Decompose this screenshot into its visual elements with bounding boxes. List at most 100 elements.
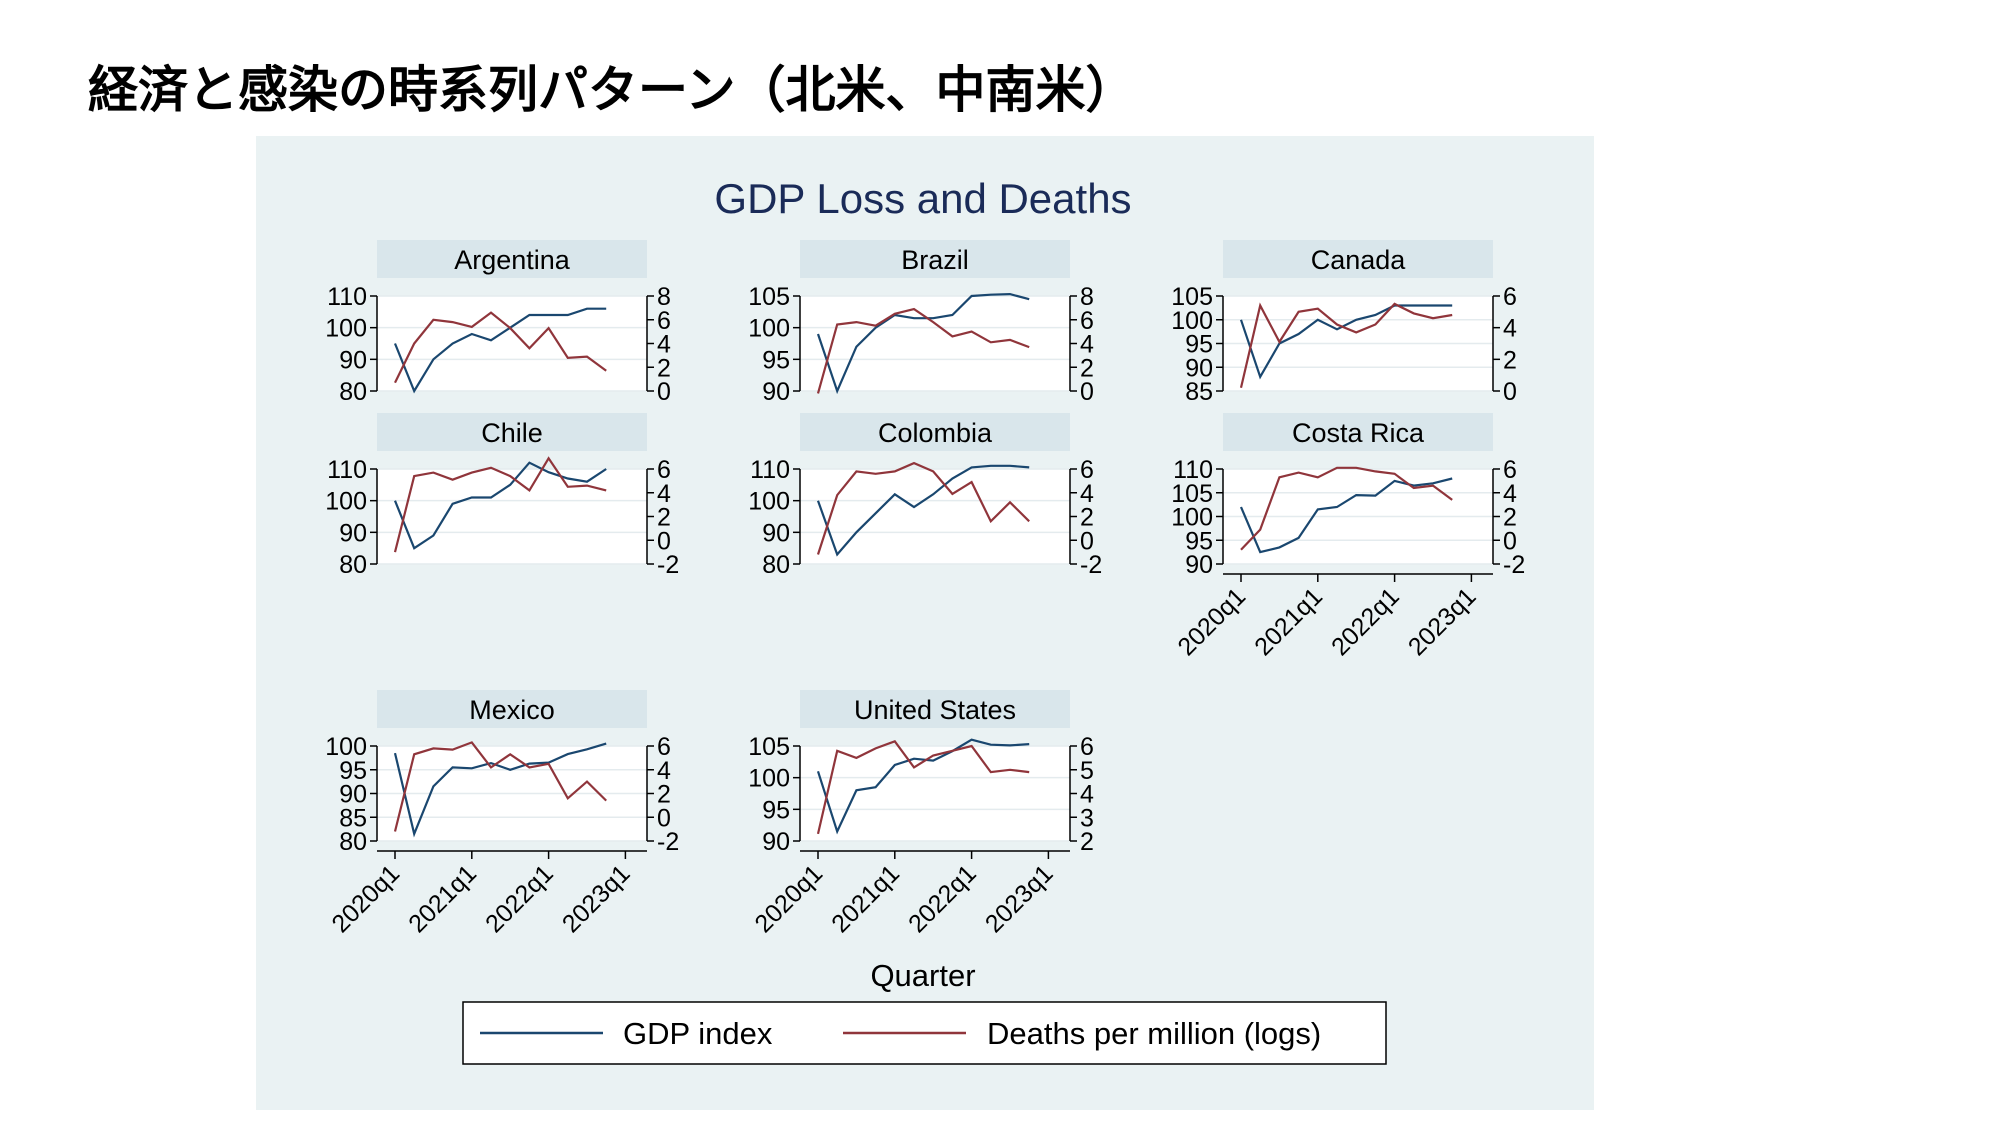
right-tick-label: 6 xyxy=(657,733,671,761)
right-tick-label: 2 xyxy=(1503,346,1517,374)
left-tick-label: 100 xyxy=(748,315,790,343)
left-tick-label: 105 xyxy=(1171,480,1213,508)
left-tick-label: 110 xyxy=(327,283,367,311)
deaths-line xyxy=(1239,302,1453,389)
deaths-line xyxy=(816,739,1030,835)
deaths-line xyxy=(1240,466,1453,551)
left-tick-label: 95 xyxy=(762,796,790,824)
left-tick-label: 100 xyxy=(748,488,790,516)
left-tick-label: 90 xyxy=(339,519,367,547)
panel-header xyxy=(800,413,1070,451)
panel-title: Brazil xyxy=(901,245,969,275)
right-tick-label: 0 xyxy=(1503,378,1517,406)
right-tick-label: -2 xyxy=(1503,551,1525,579)
left-tick-label: 85 xyxy=(1185,378,1213,406)
panel-title: United States xyxy=(854,695,1016,725)
right-tick-label: 2 xyxy=(1080,504,1094,532)
right-tick-label: -2 xyxy=(657,828,679,856)
panel-title: Canada xyxy=(1311,245,1407,275)
right-tick-label: 6 xyxy=(1080,733,1094,761)
right-tick-label: 6 xyxy=(1080,456,1094,484)
legend: GDP index Deaths per million (logs) xyxy=(462,1001,1387,1065)
deaths-line xyxy=(393,456,607,553)
right-tick-label: -2 xyxy=(657,551,679,579)
right-tick-label: 2 xyxy=(657,781,671,809)
left-tick-label: 80 xyxy=(339,378,367,406)
left-tick-label: 110 xyxy=(1173,456,1213,484)
left-tick-label: 90 xyxy=(1185,354,1213,382)
slide-title: 経済と感染の時系列パターン（北米、中南米） xyxy=(88,61,1136,119)
gdp-index-line xyxy=(816,464,1030,557)
chart-title: GDP Loss and Deaths xyxy=(714,175,1131,222)
plot-area xyxy=(800,296,1070,391)
left-tick-label: 105 xyxy=(748,733,790,761)
right-tick-label: 4 xyxy=(1080,480,1094,508)
left-tick-label: 110 xyxy=(750,456,790,484)
right-tick-label: 2 xyxy=(657,354,671,382)
right-tick-label: 6 xyxy=(657,307,671,335)
deaths-line xyxy=(393,741,607,832)
left-tick-label: 90 xyxy=(762,828,790,856)
gdp-index-line xyxy=(816,292,1030,395)
deaths-line xyxy=(816,461,1030,555)
left-tick-label: 80 xyxy=(762,551,790,579)
panel-header xyxy=(377,413,647,451)
plot-area xyxy=(800,746,1070,841)
right-tick-label: 6 xyxy=(1080,307,1094,335)
left-tick-label: 90 xyxy=(1185,551,1213,579)
left-tick-label: 105 xyxy=(1171,283,1213,311)
right-tick-label: 4 xyxy=(657,757,671,785)
right-tick-label: 2 xyxy=(1080,354,1094,382)
right-tick-label: 2 xyxy=(657,504,671,532)
right-tick-label: 4 xyxy=(1503,480,1517,508)
right-tick-label: 4 xyxy=(1080,781,1094,809)
gdp-index-line xyxy=(1239,304,1453,380)
left-tick-label: 90 xyxy=(762,378,790,406)
right-tick-label: 3 xyxy=(1080,804,1094,832)
left-tick-label: 95 xyxy=(762,346,790,374)
right-tick-label: 2 xyxy=(1080,828,1094,856)
panel-title: Chile xyxy=(481,418,543,448)
right-tick-label: 8 xyxy=(1080,283,1094,311)
right-tick-label: 0 xyxy=(657,527,671,555)
panel-header xyxy=(800,240,1070,278)
left-tick-label: 85 xyxy=(339,804,367,832)
left-tick-label: 95 xyxy=(339,757,367,785)
panel-header xyxy=(1223,413,1493,451)
left-tick-label: 90 xyxy=(762,519,790,547)
x-axis-title: Quarter xyxy=(870,958,975,993)
left-tick-label: 100 xyxy=(748,765,790,793)
right-tick-label: 4 xyxy=(657,480,671,508)
left-tick-label: 95 xyxy=(1185,331,1213,359)
right-tick-label: 0 xyxy=(1503,527,1517,555)
left-tick-label: 100 xyxy=(325,733,367,761)
panel-header xyxy=(377,690,647,728)
deaths-line xyxy=(394,311,607,384)
right-tick-label: 8 xyxy=(657,283,671,311)
left-tick-label: 80 xyxy=(339,828,367,856)
right-tick-label: 2 xyxy=(1503,504,1517,532)
gdp-index-line xyxy=(393,461,607,550)
right-tick-label: 5 xyxy=(1080,757,1094,785)
right-tick-label: 4 xyxy=(657,331,671,359)
panel-title: Mexico xyxy=(469,695,555,725)
gdp-index-line xyxy=(393,307,607,394)
right-tick-label: 6 xyxy=(657,456,671,484)
left-tick-label: 95 xyxy=(1185,527,1213,555)
right-tick-label: 0 xyxy=(657,378,671,406)
right-tick-label: 6 xyxy=(1503,456,1517,484)
left-tick-label: 100 xyxy=(325,488,367,516)
gdp-index-line xyxy=(1239,477,1453,554)
left-tick-label: 100 xyxy=(325,315,367,343)
plot-area xyxy=(377,469,647,564)
right-tick-label: 0 xyxy=(657,804,671,832)
panel-title: Argentina xyxy=(454,245,571,275)
right-tick-label: 4 xyxy=(1080,331,1094,359)
right-tick-label: 0 xyxy=(1080,378,1094,406)
